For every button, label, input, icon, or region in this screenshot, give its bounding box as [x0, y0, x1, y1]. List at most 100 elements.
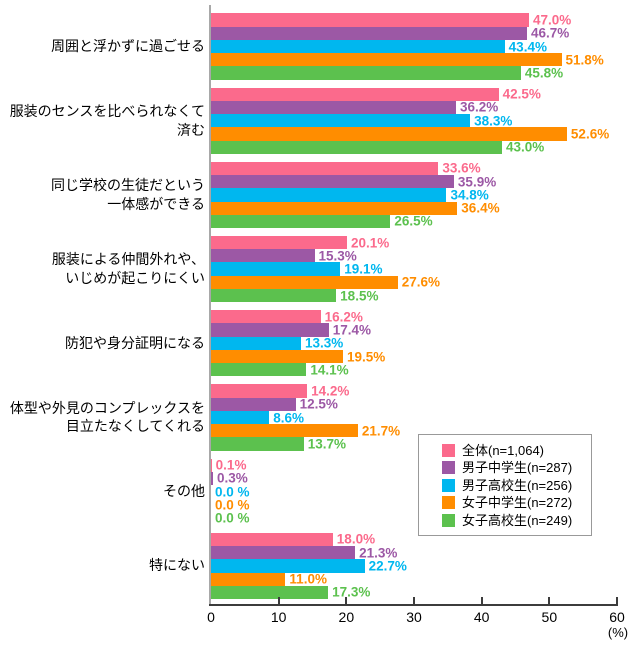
bar	[211, 384, 308, 398]
x-axis-tick	[277, 597, 280, 604]
value-label: 17.4%	[332, 322, 372, 338]
x-axis-tick-label: 0	[207, 609, 215, 625]
value-label: 35.9%	[457, 173, 497, 189]
legend-item: 女子高校生(n=249)	[442, 512, 591, 528]
bar	[211, 188, 447, 202]
bar	[211, 532, 333, 546]
bar	[211, 235, 347, 250]
value-label: 18.5%	[340, 287, 379, 303]
category-label: 服装のセンスを比べられなくて済む	[9, 102, 205, 138]
value-label: 17.3%	[332, 584, 371, 600]
category-label: その他	[163, 483, 205, 500]
value-label: 0.0 %	[215, 483, 250, 499]
bar	[211, 545, 356, 560]
value-label: 11.0%	[289, 571, 327, 587]
value-label: 18.0%	[336, 531, 376, 547]
legend-item: 男子中学生(n=287)	[442, 461, 591, 474]
bar	[211, 249, 315, 263]
value-label: 22.7%	[368, 558, 407, 574]
bar	[211, 214, 391, 229]
legend-item: 男子高校生(n=256)	[442, 478, 591, 492]
y-axis-line	[209, 5, 211, 605]
legend-swatch	[442, 513, 455, 527]
x-axis-line	[209, 604, 618, 606]
bar	[211, 201, 458, 215]
value-label: 19.5%	[346, 348, 386, 364]
value-label: 14.2%	[311, 383, 350, 399]
value-label: 19.1%	[344, 261, 383, 277]
bar	[211, 410, 270, 425]
legend-swatch	[442, 443, 455, 457]
bar	[211, 26, 527, 40]
value-label: 26.5%	[394, 213, 433, 229]
value-label: 38.3%	[474, 112, 513, 128]
value-label: 33.6%	[442, 160, 481, 176]
value-label: 27.6%	[401, 274, 441, 290]
bar	[211, 100, 456, 115]
value-label: 52.6%	[570, 126, 610, 142]
value-label: 42.5%	[502, 86, 541, 102]
value-label: 47.0%	[533, 12, 572, 28]
bar	[211, 572, 286, 586]
category-label: 体型や外見のコンプレックスを 目立たなくしてくれる	[9, 399, 205, 435]
bar	[211, 13, 530, 27]
legend-swatch	[442, 461, 455, 474]
value-label: 36.2%	[459, 99, 499, 115]
category-label: 防犯や身分証明になる	[65, 334, 205, 351]
x-axis-tick	[345, 597, 348, 604]
value-label: 0.3%	[217, 470, 248, 486]
bar	[211, 39, 505, 54]
x-axis-tick-label: 30	[406, 609, 422, 625]
bar	[211, 458, 212, 472]
legend-label: 女子高校生(n=249)	[462, 512, 573, 528]
bar	[211, 559, 365, 573]
bar	[211, 437, 304, 451]
legend-label: 全体(n=1,064)	[462, 442, 545, 458]
value-label: 12.5%	[299, 396, 338, 412]
bar	[211, 262, 341, 276]
value-label: 46.7%	[531, 25, 570, 41]
value-label: 21.7%	[361, 423, 401, 439]
legend-swatch	[442, 478, 455, 492]
bar	[211, 471, 214, 486]
x-axis-tick	[616, 597, 618, 604]
bar	[211, 397, 296, 411]
legend-label: 男子中学生(n=287)	[462, 460, 573, 475]
bar	[211, 114, 471, 128]
legend: 全体(n=1,064) 男子中学生(n=287) 男子高校生(n=256) 女子中学生…	[418, 434, 592, 536]
x-axis-tick	[413, 597, 415, 604]
bar	[211, 289, 337, 303]
bar	[211, 87, 499, 101]
bar	[211, 66, 521, 80]
value-label: 43.4%	[508, 38, 547, 54]
legend-swatch	[442, 496, 455, 509]
value-label: 21.3%	[359, 544, 398, 560]
bar	[211, 53, 562, 67]
value-label: 34.8%	[450, 187, 489, 203]
x-axis-unit-label: (%)	[607, 625, 629, 640]
value-label: 20.1%	[351, 234, 390, 250]
bar	[211, 424, 358, 438]
bar	[211, 323, 329, 337]
value-label: 13.3%	[304, 335, 344, 351]
bar	[211, 127, 567, 141]
value-label: 16.2%	[324, 308, 363, 324]
value-label: 8.6%	[273, 409, 304, 425]
bar	[211, 363, 307, 377]
bar	[211, 275, 398, 289]
value-label: 51.8%	[565, 52, 604, 68]
category-label: 同じ学校の生徒だという 一体感ができる	[51, 176, 205, 212]
x-axis-tick	[548, 597, 551, 604]
value-label: 0.0 %	[215, 497, 250, 513]
bar	[211, 585, 329, 600]
value-label: 36.4%	[461, 200, 500, 216]
bar	[211, 140, 502, 154]
category-label: 特にない	[149, 557, 205, 574]
value-label: 13.7%	[307, 436, 346, 452]
value-label: 15.3%	[318, 248, 357, 264]
value-label: 45.8%	[524, 65, 564, 81]
value-label: 0.0 %	[215, 510, 250, 526]
x-axis-tick-label: 50	[541, 609, 558, 625]
legend-item: 女子中学生(n=272)	[442, 496, 591, 509]
